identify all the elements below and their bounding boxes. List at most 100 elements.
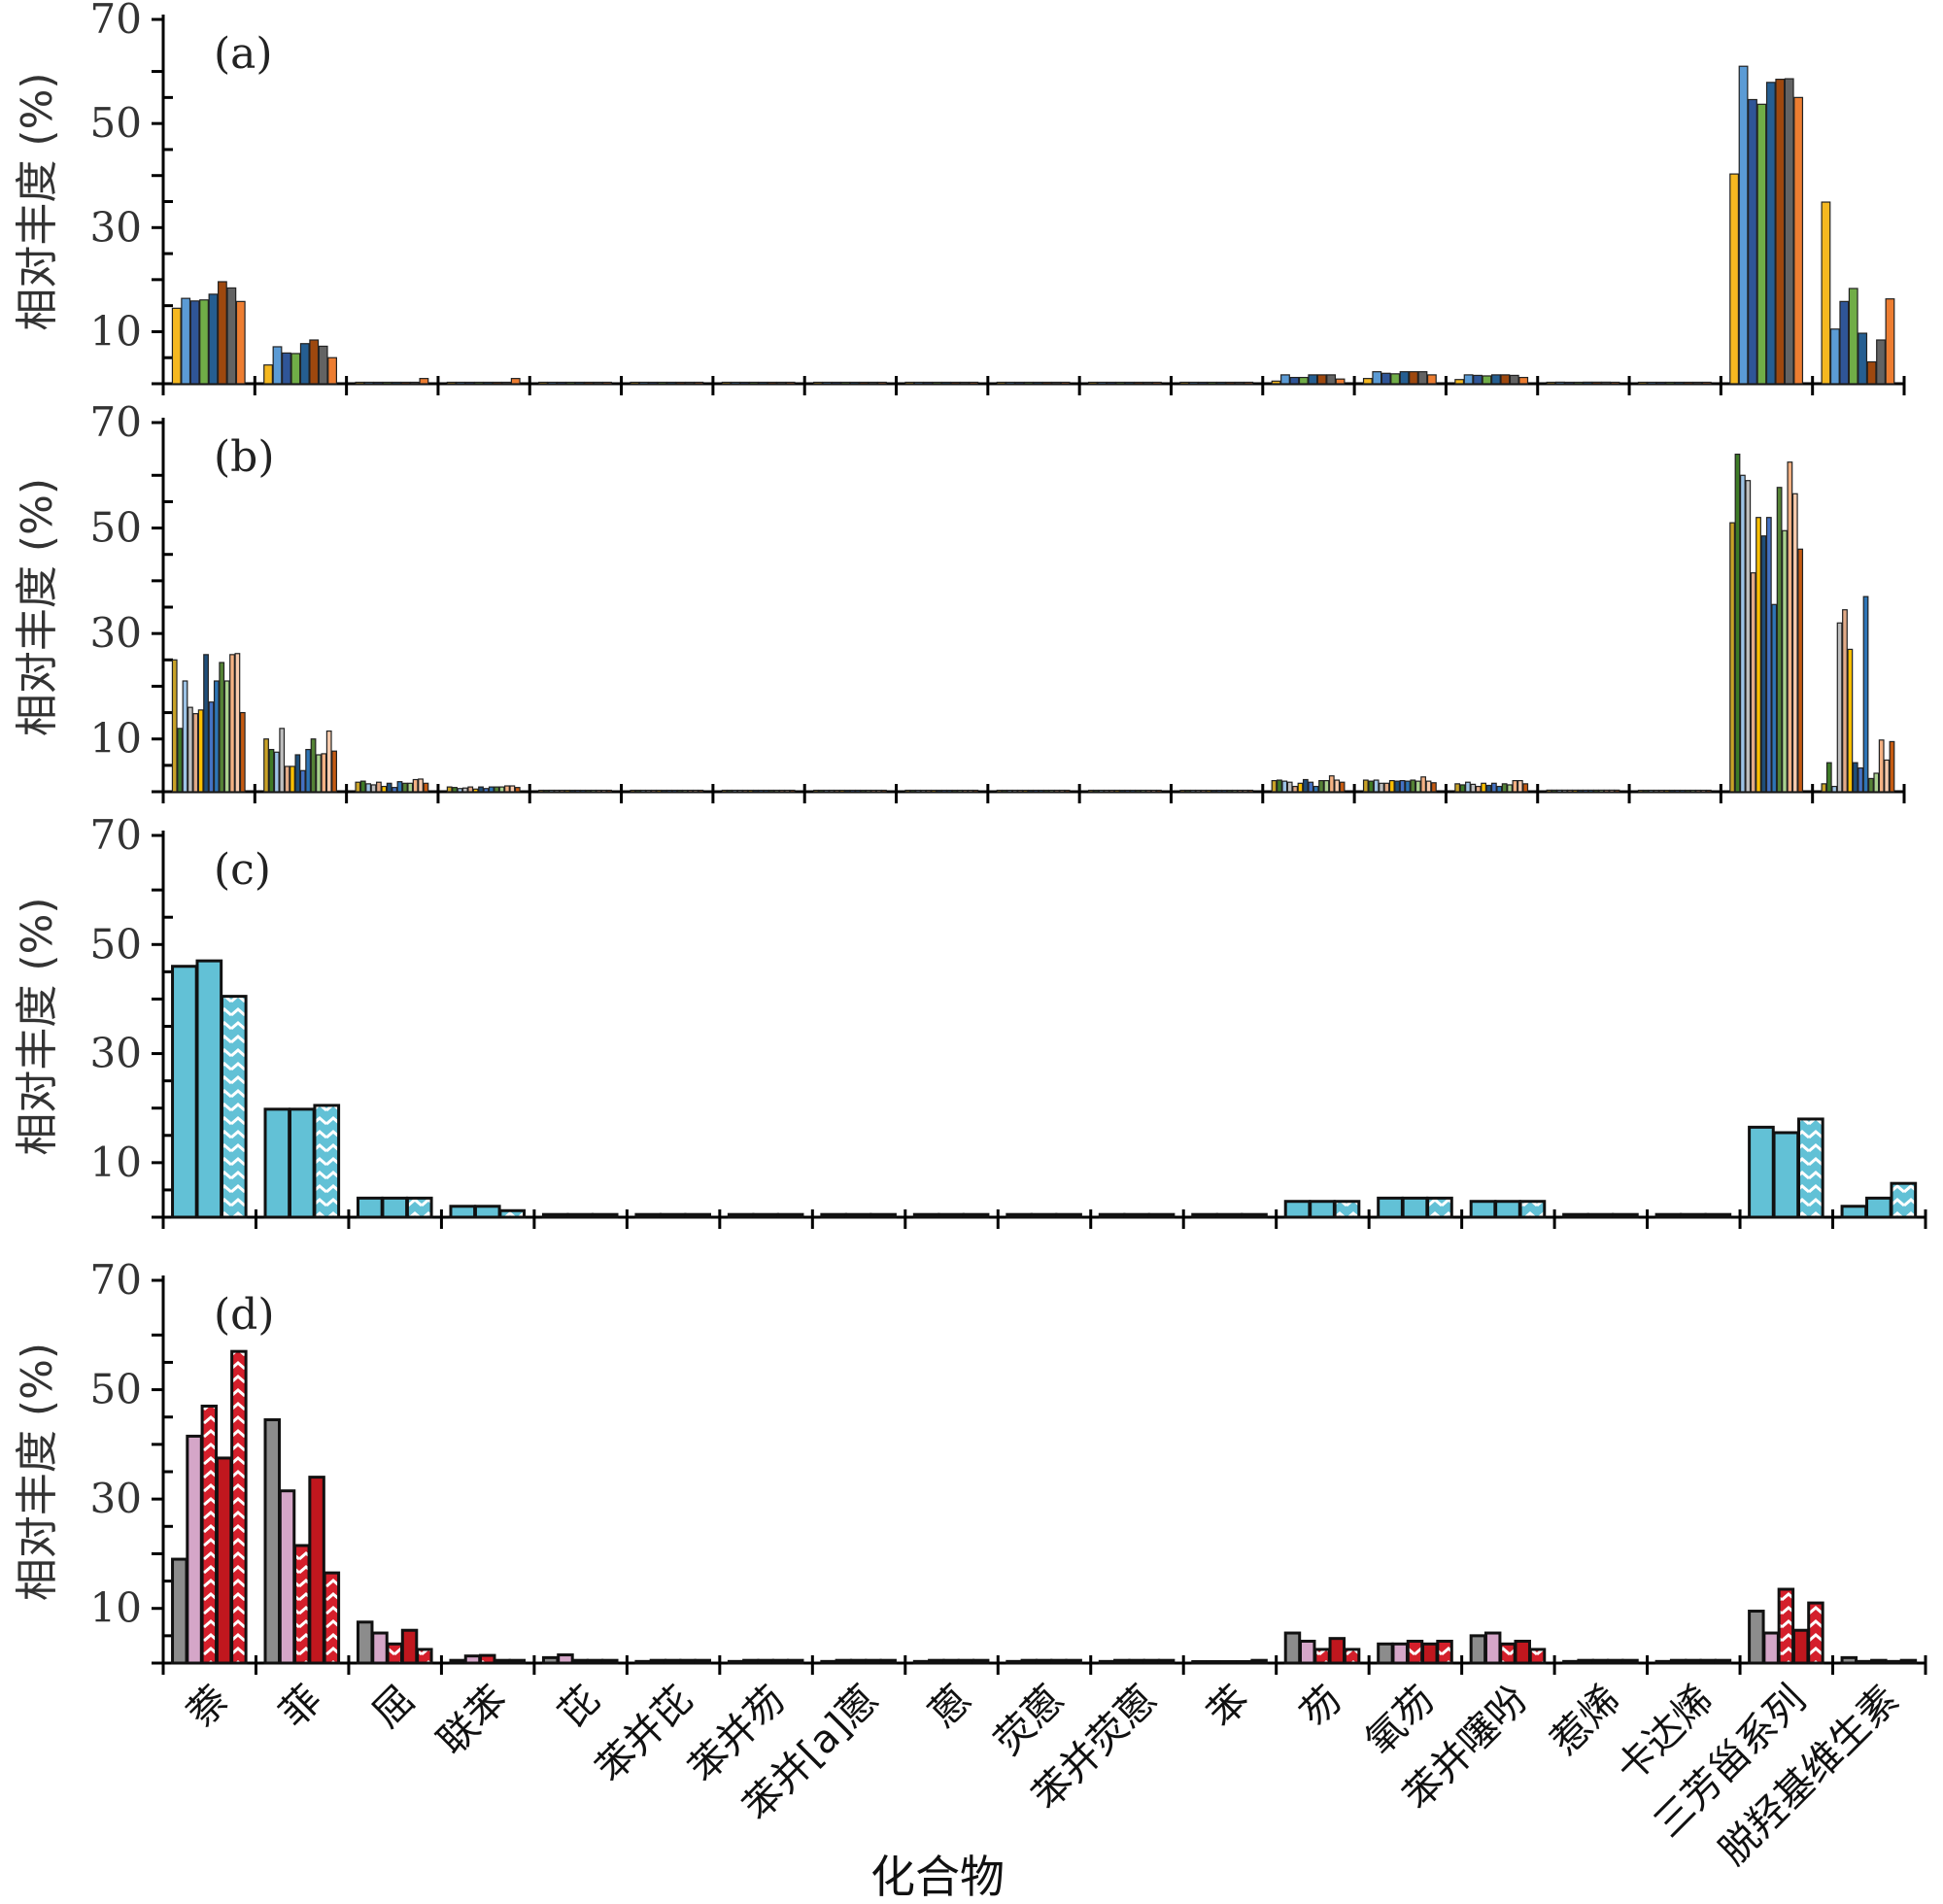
bar — [1858, 766, 1864, 793]
bar — [1481, 782, 1486, 793]
bar — [1473, 374, 1483, 385]
bar — [293, 1544, 311, 1665]
x-axis-title: 化合物 — [870, 1851, 1005, 1903]
bar — [1606, 1658, 1624, 1665]
bar — [1899, 1658, 1918, 1665]
bar — [1281, 780, 1288, 793]
bar — [727, 1212, 755, 1219]
bar — [860, 789, 867, 793]
bar — [1583, 381, 1593, 385]
y-tick-label: 70 — [90, 1256, 142, 1304]
bar — [197, 709, 204, 793]
bar — [229, 654, 235, 793]
bar — [290, 353, 301, 385]
bar — [559, 789, 565, 793]
bar — [1097, 381, 1108, 385]
bar — [1006, 1212, 1033, 1219]
bar — [1006, 789, 1013, 793]
y-axis-title: 相对丰度 (%) — [13, 897, 62, 1155]
bar — [1087, 789, 1094, 793]
bar — [1362, 779, 1369, 793]
bar — [1098, 1212, 1126, 1219]
bar — [1695, 789, 1701, 793]
bar — [645, 789, 652, 793]
bar — [538, 381, 548, 385]
bar — [321, 753, 327, 793]
bar — [574, 789, 581, 793]
bar — [941, 789, 947, 793]
bar — [1123, 1212, 1150, 1219]
bar — [1807, 1601, 1824, 1665]
bar — [1653, 789, 1659, 793]
bar — [381, 785, 388, 793]
bar — [937, 1212, 965, 1219]
bar — [727, 1659, 745, 1665]
bar — [881, 789, 887, 793]
bar — [996, 381, 1006, 385]
bar — [1517, 779, 1523, 793]
bar — [1551, 789, 1557, 793]
category-label: 芘 — [550, 1678, 609, 1737]
bar — [820, 1659, 837, 1665]
bar — [679, 1658, 697, 1665]
bar — [386, 1642, 404, 1665]
bar — [1760, 535, 1767, 793]
bar — [457, 788, 463, 793]
bar — [483, 381, 494, 385]
bar — [946, 789, 953, 793]
bar — [376, 781, 382, 793]
bar — [869, 1212, 897, 1219]
bar — [1399, 779, 1406, 793]
bar — [1215, 1212, 1244, 1219]
bar — [786, 1658, 804, 1665]
bar — [569, 789, 576, 793]
bar — [1821, 201, 1831, 385]
bar — [1692, 381, 1703, 385]
bar — [382, 381, 392, 385]
bar — [829, 789, 835, 793]
bar — [630, 381, 640, 385]
bar — [1705, 789, 1712, 793]
bar — [279, 728, 286, 793]
bar — [1191, 1660, 1209, 1665]
bar — [220, 995, 248, 1219]
bar — [1425, 780, 1432, 793]
bar — [400, 381, 411, 385]
bar — [1316, 374, 1327, 385]
bar — [234, 653, 241, 793]
bar — [1030, 1212, 1058, 1219]
bar — [282, 352, 291, 385]
bar — [359, 780, 366, 793]
bar — [1232, 789, 1238, 793]
bar — [1157, 1658, 1176, 1665]
bar — [396, 781, 403, 793]
panel-tag: (c) — [214, 845, 271, 895]
category-label: 苯 — [1199, 1678, 1258, 1737]
bar — [556, 381, 566, 385]
bar — [571, 1658, 589, 1665]
bar — [1318, 779, 1324, 793]
bar — [273, 751, 280, 793]
panel-1: 10 30 50 70 相对丰度 (%) (a) — [13, 0, 1906, 395]
bar — [1546, 381, 1556, 385]
bar — [1051, 381, 1062, 385]
bar — [768, 789, 775, 793]
bar — [1885, 298, 1895, 385]
bar — [1490, 782, 1497, 793]
bar — [1490, 374, 1501, 385]
bar — [479, 1653, 496, 1665]
bar — [557, 1653, 574, 1665]
bar — [331, 750, 337, 793]
bar — [590, 789, 597, 793]
bar — [1831, 785, 1838, 793]
bar — [1878, 739, 1885, 793]
bar — [666, 381, 676, 385]
bar — [1113, 1658, 1131, 1665]
bar — [1750, 572, 1756, 793]
bar — [1776, 487, 1783, 793]
bar — [1862, 595, 1869, 793]
bar — [1242, 789, 1248, 793]
bar — [1093, 789, 1100, 793]
bar — [1648, 789, 1654, 793]
